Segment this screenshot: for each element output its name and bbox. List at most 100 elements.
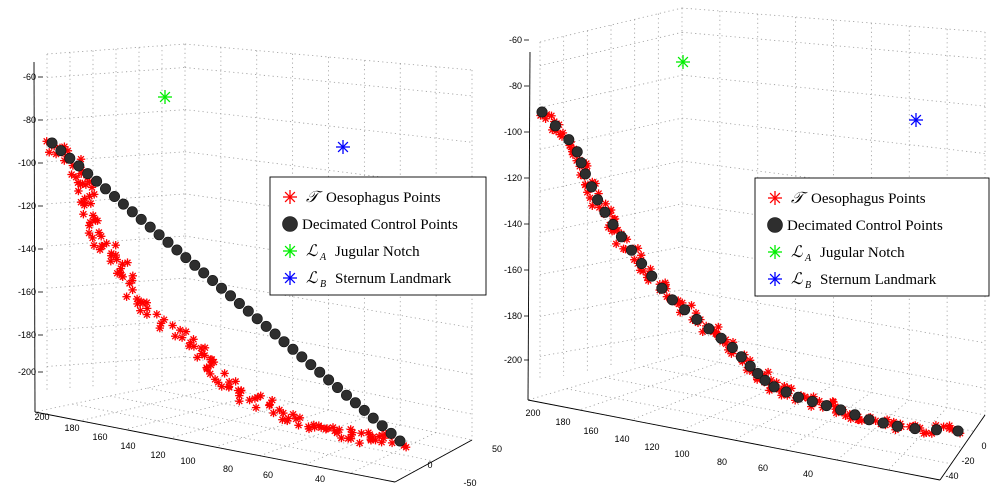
legend-subscript: A: [319, 252, 327, 263]
legend: 𝒯 Oesophagus Points Decimated Control Poin…: [269, 176, 487, 296]
y-tick-label: 50: [492, 444, 502, 454]
legend-label: Decimated Control Points: [787, 218, 943, 234]
z-axis-line: [33, 61, 36, 413]
legend-label: Oesophagus Points: [326, 190, 441, 206]
legend-symbol: ℒ: [306, 270, 318, 287]
control-point: [646, 270, 658, 282]
oesophagus-point: [217, 382, 226, 391]
oesophagus-point: [224, 383, 233, 392]
control-point: [260, 320, 272, 332]
z-tick-label: -80: [23, 115, 36, 125]
legend-entry: 𝒯 Oesophagus Points: [283, 189, 441, 206]
z-tick-label: -160: [18, 287, 36, 297]
control-point: [656, 282, 668, 294]
control-point: [100, 183, 112, 195]
legend-star-marker: [768, 245, 782, 259]
control-point: [46, 137, 58, 149]
x-tick-label: 100: [180, 456, 195, 466]
oesophagus-point: [206, 360, 216, 370]
y-axis-line: [939, 414, 986, 481]
oesophagus-point: [335, 425, 344, 434]
control-point: [367, 412, 379, 424]
y-tick-label: -40: [945, 471, 958, 481]
z-tick-label: -100: [504, 127, 522, 137]
control-point: [715, 332, 727, 344]
oesophagus-point: [107, 251, 116, 260]
oesophagus-point: [235, 397, 244, 406]
oesophagus-point: [85, 221, 94, 230]
oesophagus-point: [128, 285, 137, 295]
legend-label: Decimated Control Points: [302, 217, 458, 233]
x-tick-label: 160: [92, 432, 107, 442]
x-tick-label: 180: [64, 423, 79, 433]
z-tick-label: -120: [504, 173, 522, 183]
control-point: [216, 282, 228, 294]
control-point: [726, 341, 738, 353]
y-tick-label: 0: [981, 441, 986, 451]
control-point: [666, 294, 678, 306]
legend-subscript: B: [805, 280, 811, 291]
control-point: [759, 374, 771, 386]
x-tick-label: 80: [223, 464, 233, 474]
control-point: [806, 395, 818, 407]
control-point: [305, 359, 317, 371]
control-point: [225, 290, 237, 302]
x-tick-label: 60: [263, 470, 273, 480]
y-axis-line: [394, 439, 473, 483]
legend-star-marker: [283, 190, 297, 204]
control-point: [296, 351, 308, 363]
z-tick-label: -140: [18, 244, 36, 254]
control-point: [376, 420, 388, 432]
control-point: [607, 219, 619, 231]
oesophagus-point: [111, 241, 120, 250]
legend-label: Jugular Notch: [335, 244, 420, 260]
z-tick-label: -180: [504, 311, 522, 321]
control-point: [340, 389, 352, 401]
control-point: [64, 152, 76, 164]
control-point: [768, 381, 780, 393]
legend-circle-marker: [282, 216, 298, 232]
sternum-landmark-marker: [336, 140, 350, 154]
oesophagus-point: [159, 315, 169, 324]
control-point: [323, 374, 335, 386]
right-3d-plot: -60-80-100-120-140-160-180-2002001801601…: [504, 7, 990, 481]
oesophagus-point: [294, 421, 303, 430]
oesophagus-point: [401, 443, 411, 452]
oesophagus-point: [74, 186, 83, 196]
oesophagus-point: [601, 199, 610, 208]
legend-label: Jugular Notch: [820, 245, 905, 261]
legend-star-marker: [283, 244, 297, 258]
x-axis-line: [527, 399, 941, 481]
control-point: [162, 236, 174, 248]
control-point: [126, 206, 138, 218]
oesophagus-point: [304, 424, 314, 434]
control-point: [314, 366, 326, 378]
control-point: [571, 146, 583, 158]
legend-subscript: B: [320, 279, 326, 290]
x-tick-label: 120: [644, 442, 659, 452]
y-tick-label: 0: [427, 460, 432, 470]
legend-circle-marker: [767, 217, 783, 233]
legend-entry: 𝒯 Oesophagus Points: [768, 190, 926, 207]
x-tick-label: 60: [758, 463, 768, 473]
control-point: [780, 386, 792, 398]
control-point: [233, 297, 245, 309]
decimated-control-points: [536, 106, 964, 437]
x-tick-label: 140: [120, 441, 135, 451]
legend-symbol: ℒ: [306, 243, 318, 260]
z-tick-label: -160: [504, 265, 522, 275]
control-point: [73, 160, 85, 172]
legend-label: Oesophagus Points: [811, 191, 926, 207]
control-point: [691, 313, 703, 325]
control-point: [55, 145, 67, 157]
control-point: [189, 259, 201, 271]
legend-entry: ℒ B Sternum Landmark: [768, 271, 937, 291]
oesophagus-point: [118, 259, 127, 269]
control-point: [242, 305, 254, 317]
axes: [527, 51, 986, 481]
oesophagus-point: [88, 233, 97, 243]
control-point: [679, 304, 691, 316]
control-point: [575, 157, 587, 169]
control-point: [835, 404, 847, 416]
control-point: [117, 198, 129, 210]
